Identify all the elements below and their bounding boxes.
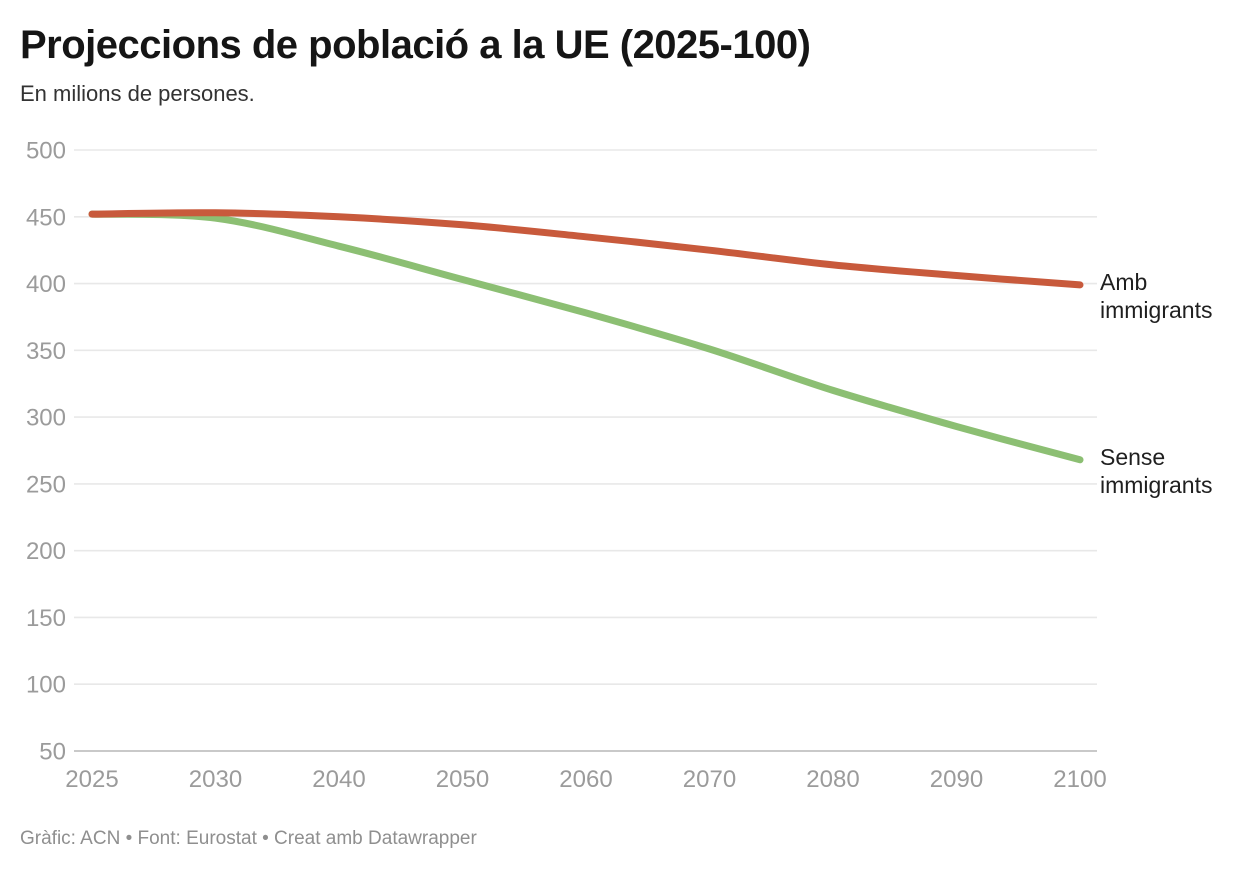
x-tick-label: 2070	[683, 766, 736, 793]
chart-credit: Gràfic: ACN • Font: Eurostat • Creat amb…	[20, 828, 477, 850]
series-line-amb-immigrants[interactable]	[88, 209, 1084, 289]
series-label-amb-immigrants: immigrants	[1100, 297, 1212, 323]
y-tick-label: 450	[26, 205, 66, 232]
chart-subtitle: En milions de persones.	[20, 81, 255, 106]
x-tick-label: 2090	[930, 766, 983, 793]
x-tick-label: 2050	[436, 766, 489, 793]
y-tick-label: 400	[26, 271, 66, 298]
y-tick-label: 250	[26, 472, 66, 499]
series-label-sense-immigrants: immigrants	[1100, 472, 1212, 498]
chart-header: Projeccions de població a la UE (2025-10…	[0, 0, 1240, 107]
x-tick-label: 2080	[806, 766, 859, 793]
y-tick-label: 200	[26, 539, 66, 566]
y-tick-label: 500	[26, 138, 66, 165]
x-tick-label: 2040	[312, 766, 365, 793]
chart-title: Projeccions de població a la UE (2025-10…	[20, 23, 811, 67]
x-tick-label: 2060	[559, 766, 612, 793]
x-tick-label: 2030	[189, 766, 242, 793]
chart-footer: Gràfic: ACN • Font: Eurostat • Creat amb…	[0, 828, 1240, 850]
x-tick-label: 2100	[1053, 766, 1106, 793]
series-label-amb-immigrants: Amb	[1100, 269, 1147, 295]
y-tick-label: 50	[39, 739, 66, 766]
y-tick-label: 300	[26, 405, 66, 432]
series-line-sense-immigrants[interactable]	[88, 210, 1084, 464]
y-tick-label: 350	[26, 338, 66, 365]
series-label-sense-immigrants: Sense	[1100, 444, 1165, 470]
y-tick-label: 100	[26, 672, 66, 699]
x-tick-label: 2025	[65, 766, 118, 793]
y-tick-label: 150	[26, 605, 66, 632]
